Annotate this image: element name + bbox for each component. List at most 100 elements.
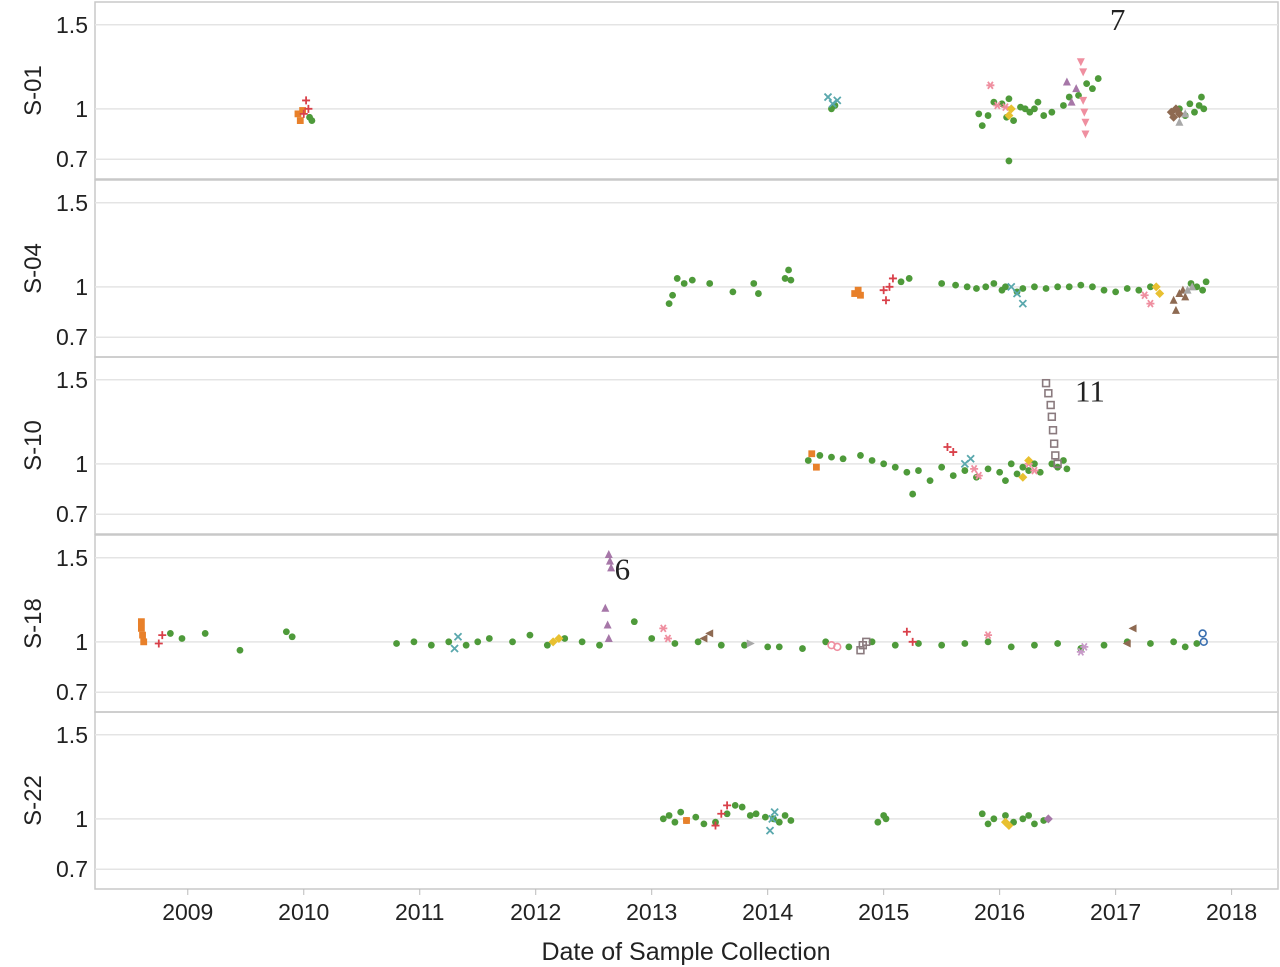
data-point — [1048, 108, 1056, 116]
panel-label: S-04 — [20, 243, 47, 294]
data-point — [1191, 108, 1198, 116]
data-point — [596, 641, 603, 649]
x-tick-label: 2009 — [162, 899, 213, 925]
data-point — [1072, 84, 1081, 93]
data-point — [700, 820, 708, 828]
data-point — [982, 283, 990, 291]
data-point — [1019, 285, 1027, 292]
data-point — [938, 463, 946, 471]
data-point — [787, 276, 795, 284]
y-tick-label: 0.7 — [56, 501, 88, 527]
data-point — [746, 812, 754, 819]
x-axis-title: Date of Sample Collection — [541, 938, 830, 966]
data-point — [908, 637, 917, 646]
data-point — [1031, 641, 1038, 649]
data-point — [897, 278, 905, 286]
data-point — [1046, 400, 1055, 410]
data-point — [1100, 641, 1108, 649]
data-point — [1183, 285, 1192, 294]
data-point — [578, 638, 586, 646]
data-point — [1010, 117, 1017, 124]
series-mauve-square-open — [1041, 378, 1062, 469]
panels: 0.711.5S-0170.711.5S-040.711.5S-10110.71… — [20, 1, 1279, 890]
data-point — [723, 801, 732, 810]
series-pink-asterisk — [1140, 291, 1155, 308]
data-point — [1062, 77, 1071, 86]
data-point — [659, 624, 668, 633]
data-point — [984, 820, 992, 828]
data-point — [677, 808, 685, 816]
data-point — [881, 296, 890, 305]
data-point — [630, 618, 638, 626]
data-point — [1040, 112, 1048, 119]
data-point — [137, 624, 145, 632]
series-green-circle — [166, 618, 1201, 654]
series-green-circle — [659, 801, 1048, 828]
data-point — [775, 818, 783, 826]
series-green-circle — [804, 452, 1071, 498]
data-point — [1079, 68, 1088, 77]
series-teal-cross — [1007, 282, 1027, 308]
data-point — [1135, 286, 1143, 294]
x-tick-label: 2018 — [1206, 899, 1257, 925]
panel-frame — [94, 711, 1279, 890]
series-pink-asterisk — [986, 81, 1010, 112]
data-point — [1123, 285, 1131, 292]
data-point — [410, 638, 418, 646]
data-point — [1147, 640, 1154, 647]
data-point — [1181, 643, 1189, 651]
panel-s-18: 0.7 1 1.5 S-18 6 — [20, 534, 1279, 713]
data-point — [659, 815, 667, 823]
data-point — [1002, 812, 1009, 819]
data-point — [1171, 305, 1180, 314]
data-point — [1007, 643, 1015, 651]
data-point — [1170, 638, 1178, 646]
data-point — [880, 460, 888, 468]
data-point — [943, 443, 952, 452]
data-point — [1067, 97, 1076, 106]
data-point — [1005, 95, 1013, 103]
data-point — [828, 99, 837, 108]
data-point — [1076, 58, 1085, 67]
data-point — [882, 815, 890, 823]
series-pink-circle-open — [827, 640, 842, 652]
data-point — [509, 638, 516, 646]
y-tick-label: 0.7 — [56, 856, 88, 882]
data-point — [604, 549, 613, 558]
panel-label: S-01 — [20, 65, 47, 116]
data-point — [445, 638, 453, 646]
data-point — [857, 452, 864, 459]
series-red-plus — [879, 274, 897, 305]
data-point — [961, 467, 969, 474]
data-point — [299, 109, 308, 118]
series-yellow-diamond — [1151, 282, 1165, 299]
data-point — [474, 638, 482, 646]
data-point — [761, 813, 769, 821]
data-point — [1181, 109, 1190, 118]
data-point — [1018, 299, 1027, 308]
data-point — [905, 275, 913, 282]
data-point — [787, 817, 795, 824]
data-point — [915, 640, 922, 647]
data-point — [140, 638, 148, 646]
y-tick-label: 1.5 — [56, 190, 88, 216]
data-point — [1094, 75, 1102, 82]
series-yellow-diamond — [1000, 817, 1014, 831]
data-point — [665, 812, 673, 819]
data-point — [1044, 389, 1053, 398]
annotation: 6 — [615, 552, 631, 587]
data-point — [1025, 812, 1033, 819]
data-point — [909, 490, 917, 498]
series-yellow-diamond — [1004, 104, 1016, 121]
data-point — [1186, 100, 1194, 108]
data-point — [816, 452, 824, 459]
data-point — [1051, 451, 1060, 460]
x-tick-label: 2010 — [278, 899, 329, 925]
data-point — [949, 448, 958, 457]
data-point — [741, 641, 748, 649]
panel-s-01: 0.7 1 1.5 S-01 7 — [20, 1, 1279, 180]
data-point — [970, 464, 979, 473]
data-point — [1013, 288, 1021, 296]
data-point — [1010, 818, 1017, 826]
series-orange-square — [851, 286, 864, 299]
